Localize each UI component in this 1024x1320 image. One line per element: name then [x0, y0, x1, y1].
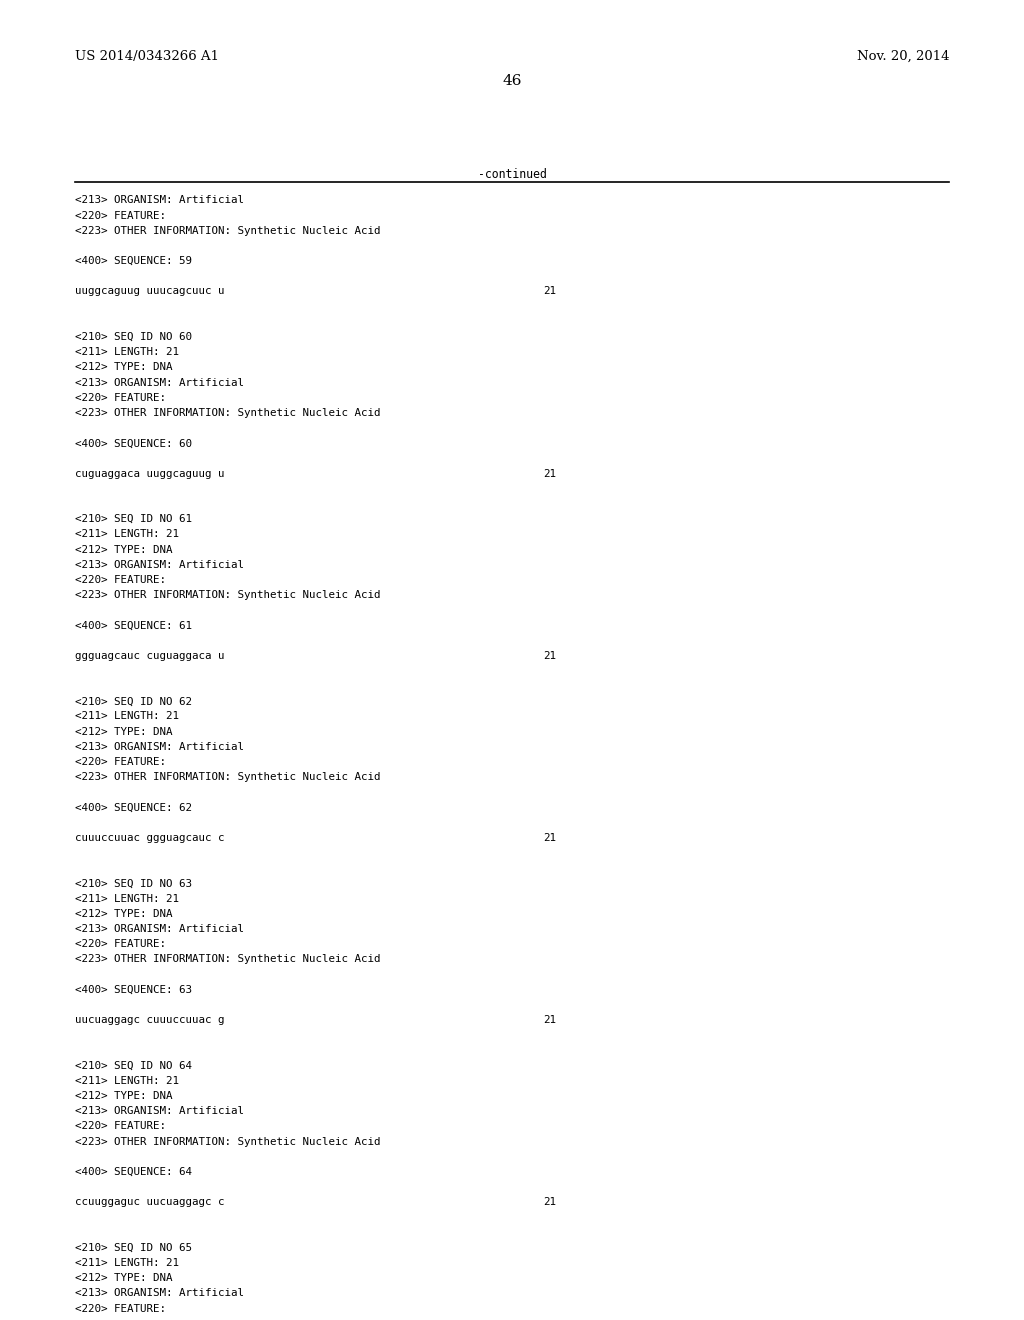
Text: <400> SEQUENCE: 61: <400> SEQUENCE: 61	[75, 620, 191, 631]
Text: <223> OTHER INFORMATION: Synthetic Nucleic Acid: <223> OTHER INFORMATION: Synthetic Nucle…	[75, 226, 380, 236]
Text: 46: 46	[502, 74, 522, 88]
Text: <400> SEQUENCE: 64: <400> SEQUENCE: 64	[75, 1167, 191, 1177]
Text: 21: 21	[543, 833, 556, 843]
Text: <211> LENGTH: 21: <211> LENGTH: 21	[75, 1258, 179, 1269]
Text: <210> SEQ ID NO 62: <210> SEQ ID NO 62	[75, 697, 191, 706]
Text: <400> SEQUENCE: 59: <400> SEQUENCE: 59	[75, 256, 191, 267]
Text: <223> OTHER INFORMATION: Synthetic Nucleic Acid: <223> OTHER INFORMATION: Synthetic Nucle…	[75, 772, 380, 783]
Text: <223> OTHER INFORMATION: Synthetic Nucleic Acid: <223> OTHER INFORMATION: Synthetic Nucle…	[75, 1137, 380, 1147]
Text: <210> SEQ ID NO 64: <210> SEQ ID NO 64	[75, 1061, 191, 1071]
Text: <210> SEQ ID NO 60: <210> SEQ ID NO 60	[75, 333, 191, 342]
Text: 21: 21	[543, 1197, 556, 1208]
Text: <223> OTHER INFORMATION: Synthetic Nucleic Acid: <223> OTHER INFORMATION: Synthetic Nucle…	[75, 408, 380, 418]
Text: <211> LENGTH: 21: <211> LENGTH: 21	[75, 894, 179, 904]
Text: -continued: -continued	[477, 168, 547, 181]
Text: uuggcaguug uuucagcuuc u: uuggcaguug uuucagcuuc u	[75, 286, 224, 297]
Text: <212> TYPE: DNA: <212> TYPE: DNA	[75, 545, 172, 554]
Text: <210> SEQ ID NO 63: <210> SEQ ID NO 63	[75, 879, 191, 888]
Text: Nov. 20, 2014: Nov. 20, 2014	[857, 50, 949, 63]
Text: <211> LENGTH: 21: <211> LENGTH: 21	[75, 347, 179, 358]
Text: US 2014/0343266 A1: US 2014/0343266 A1	[75, 50, 219, 63]
Text: <213> ORGANISM: Artificial: <213> ORGANISM: Artificial	[75, 742, 244, 752]
Text: 21: 21	[543, 286, 556, 297]
Text: <212> TYPE: DNA: <212> TYPE: DNA	[75, 908, 172, 919]
Text: <223> OTHER INFORMATION: Synthetic Nucleic Acid: <223> OTHER INFORMATION: Synthetic Nucle…	[75, 954, 380, 965]
Text: <213> ORGANISM: Artificial: <213> ORGANISM: Artificial	[75, 195, 244, 206]
Text: <220> FEATURE:: <220> FEATURE:	[75, 1122, 166, 1131]
Text: <213> ORGANISM: Artificial: <213> ORGANISM: Artificial	[75, 560, 244, 570]
Text: <211> LENGTH: 21: <211> LENGTH: 21	[75, 711, 179, 722]
Text: <213> ORGANISM: Artificial: <213> ORGANISM: Artificial	[75, 924, 244, 935]
Text: <220> FEATURE:: <220> FEATURE:	[75, 576, 166, 585]
Text: <212> TYPE: DNA: <212> TYPE: DNA	[75, 1272, 172, 1283]
Text: 21: 21	[543, 469, 556, 479]
Text: <400> SEQUENCE: 62: <400> SEQUENCE: 62	[75, 803, 191, 813]
Text: <220> FEATURE:: <220> FEATURE:	[75, 758, 166, 767]
Text: <220> FEATURE:: <220> FEATURE:	[75, 1304, 166, 1313]
Text: <220> FEATURE:: <220> FEATURE:	[75, 940, 166, 949]
Text: <220> FEATURE:: <220> FEATURE:	[75, 210, 166, 220]
Text: <210> SEQ ID NO 61: <210> SEQ ID NO 61	[75, 513, 191, 524]
Text: <210> SEQ ID NO 65: <210> SEQ ID NO 65	[75, 1243, 191, 1253]
Text: cuguaggaca uuggcaguug u: cuguaggaca uuggcaguug u	[75, 469, 224, 479]
Text: 21: 21	[543, 1015, 556, 1026]
Text: <223> OTHER INFORMATION: Synthetic Nucleic Acid: <223> OTHER INFORMATION: Synthetic Nucle…	[75, 590, 380, 601]
Text: <400> SEQUENCE: 63: <400> SEQUENCE: 63	[75, 985, 191, 995]
Text: uucuaggagc cuuuccuuac g: uucuaggagc cuuuccuuac g	[75, 1015, 224, 1026]
Text: <212> TYPE: DNA: <212> TYPE: DNA	[75, 1090, 172, 1101]
Text: <212> TYPE: DNA: <212> TYPE: DNA	[75, 726, 172, 737]
Text: 21: 21	[543, 651, 556, 661]
Text: <213> ORGANISM: Artificial: <213> ORGANISM: Artificial	[75, 378, 244, 388]
Text: <211> LENGTH: 21: <211> LENGTH: 21	[75, 1076, 179, 1086]
Text: <220> FEATURE:: <220> FEATURE:	[75, 393, 166, 403]
Text: ggguagcauc cuguaggaca u: ggguagcauc cuguaggaca u	[75, 651, 224, 661]
Text: <213> ORGANISM: Artificial: <213> ORGANISM: Artificial	[75, 1288, 244, 1299]
Text: <400> SEQUENCE: 60: <400> SEQUENCE: 60	[75, 438, 191, 449]
Text: ccuuggaguc uucuaggagc c: ccuuggaguc uucuaggagc c	[75, 1197, 224, 1208]
Text: cuuuccuuac ggguagcauc c: cuuuccuuac ggguagcauc c	[75, 833, 224, 843]
Text: <212> TYPE: DNA: <212> TYPE: DNA	[75, 362, 172, 372]
Text: <211> LENGTH: 21: <211> LENGTH: 21	[75, 529, 179, 540]
Text: <213> ORGANISM: Artificial: <213> ORGANISM: Artificial	[75, 1106, 244, 1117]
